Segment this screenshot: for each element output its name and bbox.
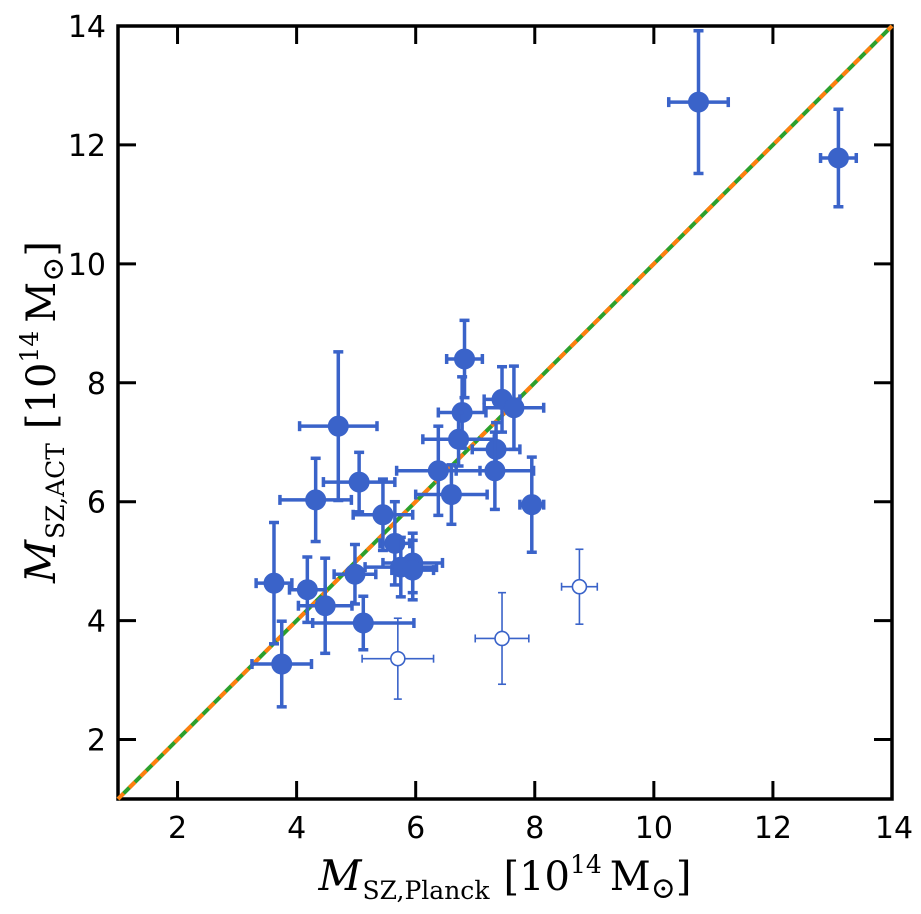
y-tick-label: 10 (68, 248, 106, 283)
tick-labels: 2 4 6 8 10 12 14 2 4 6 8 10 12 14 (68, 10, 913, 846)
open-data-point (560, 548, 599, 625)
filled-marker (327, 415, 349, 437)
filled-marker (484, 460, 506, 482)
filled-marker (348, 471, 370, 493)
plot-frame (116, 24, 894, 801)
data-points (250, 29, 859, 709)
data-point (454, 430, 536, 512)
filled-marker (827, 147, 849, 169)
filled-marker (305, 489, 327, 511)
data-point (666, 29, 731, 176)
data-point (332, 542, 378, 606)
x-tick-label: 8 (525, 811, 544, 846)
open-marker (571, 578, 588, 595)
y-tick-label: 14 (68, 10, 106, 45)
data-point (518, 455, 546, 554)
filled-marker (344, 563, 366, 585)
y-tick-label: 6 (87, 486, 106, 521)
filled-marker (372, 504, 394, 526)
filled-marker (521, 494, 543, 516)
data-point (363, 535, 439, 599)
data-point (296, 556, 354, 656)
open-marker (494, 630, 510, 647)
filled-marker (427, 460, 449, 482)
y-tick-label: 8 (87, 367, 106, 402)
x-tick-label: 14 (875, 811, 913, 846)
tick-marks (118, 24, 894, 799)
data-point (390, 538, 436, 602)
data-point (818, 107, 859, 209)
filled-marker (503, 397, 525, 419)
x-axis-label: MSZ,Planck [1014 M⊙] (317, 850, 691, 906)
y-tick-label: 4 (87, 605, 106, 640)
data-point (444, 318, 485, 400)
x-tick-label: 4 (287, 811, 306, 846)
data-point (278, 456, 354, 544)
data-point (287, 555, 327, 625)
data-point (413, 463, 489, 527)
data-point (250, 619, 314, 709)
filled-marker (352, 612, 374, 634)
x-tick-label: 10 (635, 811, 673, 846)
data-point (421, 410, 497, 468)
data-point (351, 477, 415, 553)
x-tick-label: 12 (754, 811, 792, 846)
data-point (321, 450, 397, 514)
filled-marker (263, 572, 285, 594)
filled-marker (402, 559, 424, 581)
y-tick-label: 12 (68, 129, 106, 164)
filled-marker (448, 428, 470, 450)
x-tick-label: 2 (168, 811, 187, 846)
open-marker (390, 650, 406, 667)
filled-marker (454, 348, 476, 370)
open-data-point (474, 591, 530, 686)
x-tick-label: 6 (406, 811, 425, 846)
filled-marker (688, 91, 709, 113)
data-point (482, 364, 546, 452)
filled-marker (271, 653, 293, 675)
y-tick-label: 2 (87, 724, 106, 759)
y-axis-label: MSZ,ACT[1014M⊙] (15, 241, 71, 584)
filled-marker (296, 579, 318, 601)
filled-marker (440, 484, 462, 506)
filled-marker (314, 595, 336, 617)
data-point (254, 520, 294, 646)
open-data-point (361, 617, 435, 700)
